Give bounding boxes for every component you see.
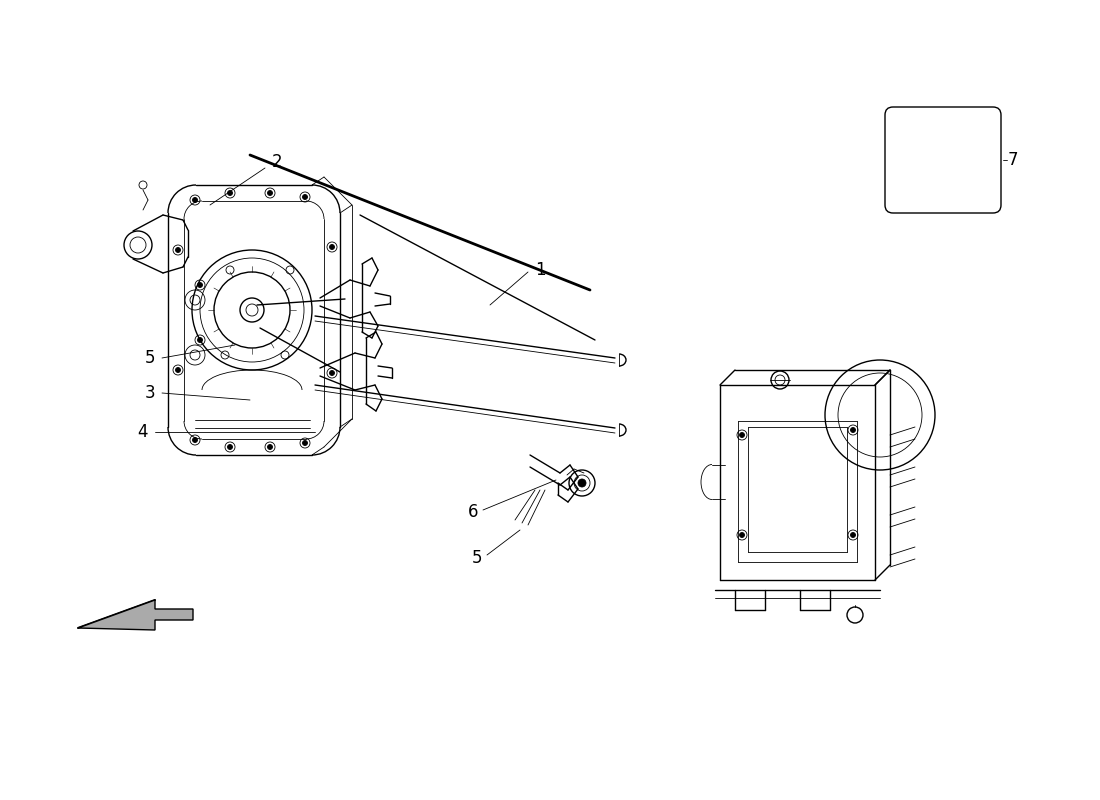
Circle shape: [578, 479, 586, 487]
Text: 3: 3: [144, 384, 155, 402]
Circle shape: [176, 367, 180, 373]
Circle shape: [850, 533, 856, 538]
Circle shape: [228, 190, 232, 195]
Circle shape: [192, 198, 198, 202]
Circle shape: [977, 147, 987, 157]
Text: 6: 6: [468, 503, 478, 521]
Text: 5: 5: [144, 349, 155, 367]
Circle shape: [267, 445, 273, 450]
FancyBboxPatch shape: [886, 107, 1001, 213]
Circle shape: [302, 194, 308, 199]
Text: 4: 4: [138, 423, 148, 441]
Polygon shape: [78, 600, 192, 630]
Circle shape: [739, 433, 745, 438]
Circle shape: [330, 370, 334, 375]
Circle shape: [228, 445, 232, 450]
Text: 5: 5: [472, 549, 482, 567]
Circle shape: [330, 245, 334, 250]
Circle shape: [192, 438, 198, 442]
Circle shape: [198, 282, 202, 287]
Text: 2: 2: [272, 153, 283, 171]
Circle shape: [198, 338, 202, 342]
Circle shape: [739, 533, 745, 538]
Text: 7: 7: [1008, 151, 1019, 169]
Circle shape: [850, 427, 856, 433]
Text: 1: 1: [535, 261, 546, 279]
Circle shape: [302, 441, 308, 446]
Circle shape: [176, 247, 180, 253]
Circle shape: [267, 190, 273, 195]
Circle shape: [977, 163, 987, 173]
